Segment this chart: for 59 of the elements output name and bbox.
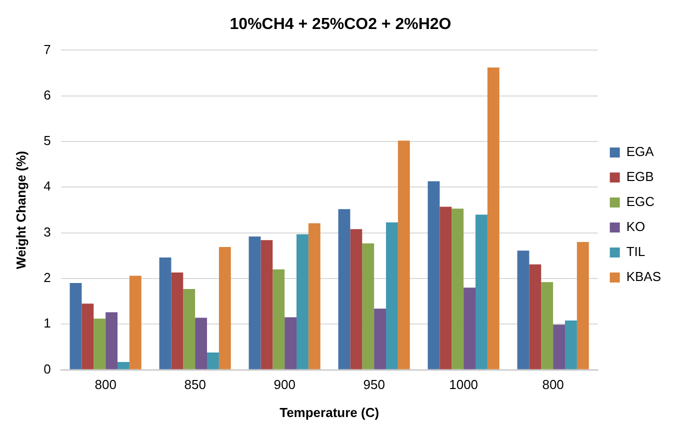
y-tick-label: 3 <box>44 224 51 240</box>
bar <box>70 283 82 370</box>
bar <box>529 264 542 370</box>
x-tick-label: 800 <box>94 377 116 392</box>
bar <box>106 312 118 370</box>
bar <box>398 140 410 370</box>
chart-title: 10%CH4 + 25%CO2 + 2%H2O <box>230 16 452 34</box>
bar <box>487 68 500 370</box>
bar <box>350 229 362 370</box>
x-tick-label: 850 <box>184 377 206 392</box>
legend-label: KBAS <box>626 269 662 284</box>
y-tick-label: 4 <box>44 178 51 194</box>
bar <box>476 214 488 370</box>
bar <box>94 318 106 370</box>
y-tick-label: 7 <box>44 42 51 57</box>
bar <box>362 243 374 370</box>
bar <box>272 269 285 370</box>
y-tick-label: 5 <box>44 133 51 148</box>
y-tick-label: 2 <box>44 270 51 286</box>
y-tick-label: 6 <box>44 87 51 102</box>
x-tick-label: 1000 <box>449 377 478 392</box>
bar <box>129 276 142 370</box>
bar <box>118 362 130 370</box>
x-tick-label: 900 <box>274 377 296 392</box>
bar <box>440 206 452 370</box>
bar <box>517 250 530 370</box>
legend-label: KO <box>626 219 646 234</box>
y-tick-label: 1 <box>44 316 51 331</box>
bar <box>374 308 386 370</box>
bar <box>284 317 297 370</box>
bar <box>565 320 577 370</box>
bar <box>428 181 440 370</box>
legend-label: EGB <box>626 169 654 184</box>
bar <box>207 352 219 370</box>
bar <box>296 234 308 370</box>
legend-label: EGC <box>626 194 654 210</box>
bar <box>195 318 208 370</box>
bar <box>452 208 464 370</box>
bar <box>248 236 261 370</box>
bar <box>159 257 172 370</box>
bar <box>576 242 589 370</box>
x-tick-label: 800 <box>542 377 564 392</box>
y-tick-label: 0 <box>44 361 51 376</box>
bar <box>183 288 196 370</box>
bar <box>218 246 231 370</box>
legend-label: TIL <box>626 244 646 260</box>
bar <box>338 209 350 370</box>
legend-label: EGA <box>626 144 654 160</box>
bar <box>464 288 476 370</box>
bar <box>541 282 554 370</box>
x-tick-label: 950 <box>363 377 385 392</box>
bar <box>386 222 398 370</box>
y-axis-title: Weight Change (%) <box>13 150 28 270</box>
x-axis-title: Temperature (C) <box>280 404 380 420</box>
bar <box>171 272 184 370</box>
bar <box>260 240 273 370</box>
bar <box>82 304 94 370</box>
bar <box>308 223 320 370</box>
bar <box>553 324 565 370</box>
